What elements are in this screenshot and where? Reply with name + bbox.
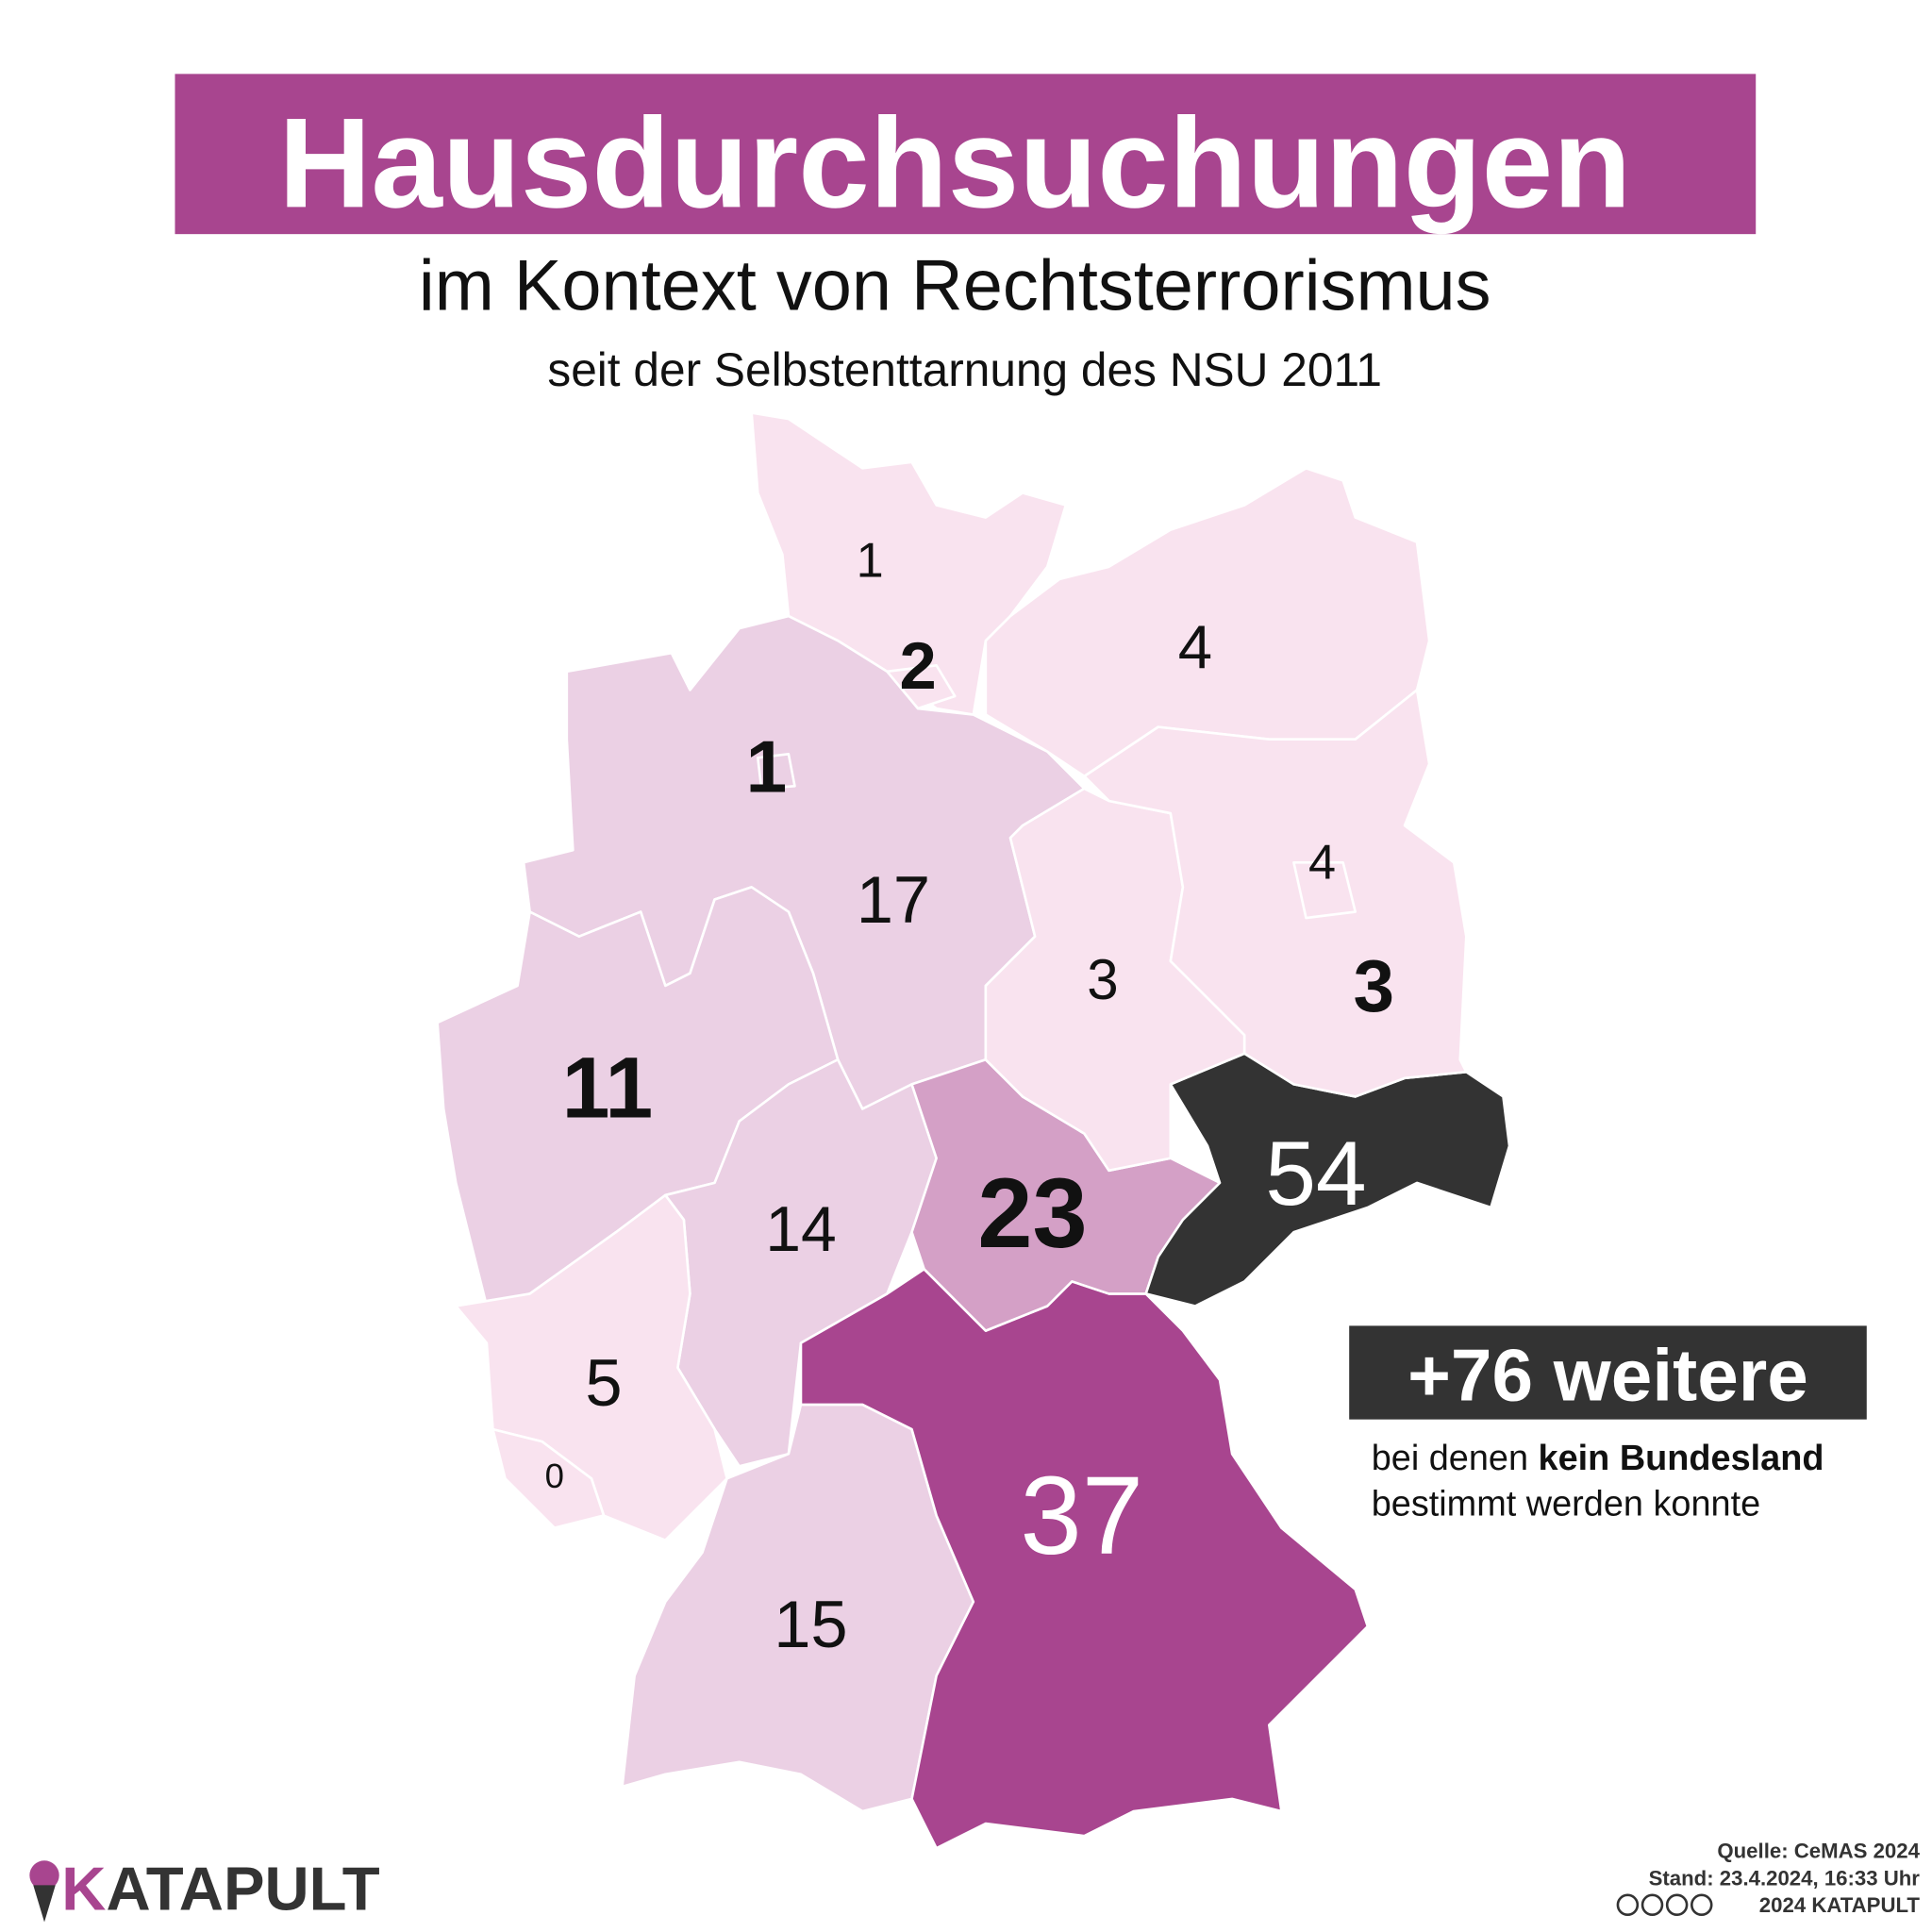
- label-nw: 11: [562, 1040, 654, 1136]
- nd-icon: [1690, 1893, 1713, 1917]
- state-berlin: [1292, 860, 1357, 920]
- extra-note-line2: bestimmt werden konnte: [1372, 1485, 1760, 1524]
- label-st: 3: [1087, 948, 1118, 1011]
- extra-note-line1: bei denen kein Bundesland: [1372, 1439, 1824, 1478]
- logo-text: KATAPULT: [61, 1854, 379, 1923]
- label-th: 23: [977, 1158, 1087, 1269]
- ice-cream-icon: [29, 1860, 59, 1890]
- label-be: 4: [1308, 835, 1336, 890]
- label-bw: 15: [774, 1587, 847, 1661]
- label-hb: 1: [746, 724, 788, 808]
- subtitle: im Kontext von Rechtsterrorismus: [419, 246, 1491, 326]
- source: Quelle: CeMAS 2024: [1717, 1840, 1920, 1863]
- subsubtitle: seit der Selbstenttarnung des NSU 2011: [547, 343, 1382, 396]
- by-icon: [1641, 1893, 1664, 1917]
- title-banner: [175, 74, 1757, 235]
- license: 2024 KATAPULT: [1759, 1893, 1921, 1917]
- label-sh: 1: [857, 533, 884, 588]
- extra-badge: [1349, 1325, 1867, 1420]
- label-by: 37: [1020, 1454, 1143, 1577]
- label-he: 14: [765, 1194, 837, 1265]
- state-hamburg: [886, 663, 957, 710]
- extra-note-bold: kein Bundesland: [1539, 1439, 1824, 1478]
- state-bremen: [756, 753, 796, 791]
- extra-note-pre: bei denen: [1372, 1439, 1539, 1478]
- extra-badge-text: +76 weitere: [1407, 1334, 1808, 1417]
- date: Stand: 23.4.2024, 16:33 Uhr: [1649, 1866, 1921, 1890]
- label-mv: 4: [1178, 612, 1212, 681]
- cc-icon: [1616, 1893, 1640, 1917]
- logo-letters-rest: ATAPULT: [106, 1854, 379, 1923]
- cone-icon: [33, 1885, 56, 1923]
- title: Hausdurchsuchungen: [278, 91, 1631, 234]
- state-saarland: [491, 1427, 606, 1529]
- nc-icon: [1665, 1893, 1689, 1917]
- germany-map: [436, 411, 1511, 1850]
- state-labels: 1 2 4 1 17 4 3 3 11 54 23 14 5 0 37 15: [545, 533, 1395, 1661]
- label-rp: 5: [585, 1345, 622, 1420]
- katapult-logo: KATAPULT: [29, 1854, 380, 1923]
- license-icons: [1616, 1893, 1713, 1917]
- logo-letter-k: K: [61, 1854, 106, 1923]
- label-sn: 54: [1265, 1124, 1367, 1224]
- label-ni: 17: [857, 862, 930, 937]
- label-sl: 0: [545, 1457, 564, 1495]
- label-bb: 3: [1354, 944, 1395, 1027]
- state-brandenburg: [1083, 689, 1468, 1098]
- label-hh: 2: [899, 628, 936, 703]
